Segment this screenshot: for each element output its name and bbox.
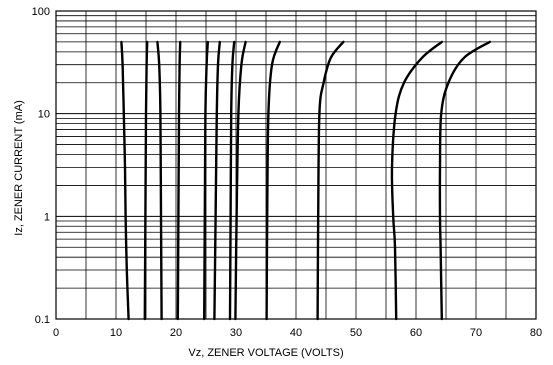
zener-curve-10: [316, 40, 345, 321]
x-tick-label: 70: [470, 327, 482, 339]
y-tick-labels: 0.1 1 10 100: [32, 6, 50, 326]
y-tick-label: 10: [38, 109, 50, 121]
zener-curve-8: [234, 40, 247, 321]
y-tick-label: 0.1: [35, 314, 50, 326]
zener-curve-9: [265, 40, 281, 321]
zener-curve-4: [176, 40, 182, 321]
zener-curve-5: [203, 40, 209, 321]
zener-curves: [120, 40, 491, 321]
zener-curve-3: [156, 40, 163, 321]
zener-curve-1: [120, 40, 130, 321]
x-tick-label: 20: [170, 327, 182, 339]
zener-curve-7: [228, 40, 236, 321]
x-tick-label: 40: [290, 327, 302, 339]
y-tick-label: 1: [44, 211, 50, 223]
x-axis-label: Vz, ZENER VOLTAGE (VOLTS): [188, 347, 343, 359]
y-tick-label: 100: [32, 6, 50, 18]
x-tick-label: 80: [530, 327, 542, 339]
x-tick-label: 0: [53, 327, 59, 339]
zener-curve-12: [438, 40, 491, 321]
x-tick-label: 60: [410, 327, 422, 339]
zener-curve-2: [143, 40, 149, 321]
x-tick-labels: 0 10 20 30 40 50 60 70 80: [53, 327, 542, 339]
y-axis-label: Iz, ZENER CURRENT (mA): [13, 100, 25, 235]
x-tick-label: 10: [110, 327, 122, 339]
zener-curve-6: [213, 40, 221, 321]
x-tick-label: 50: [350, 327, 362, 339]
zener-curve-11: [390, 40, 443, 321]
x-tick-label: 30: [230, 327, 242, 339]
plot-border: [55, 10, 537, 320]
